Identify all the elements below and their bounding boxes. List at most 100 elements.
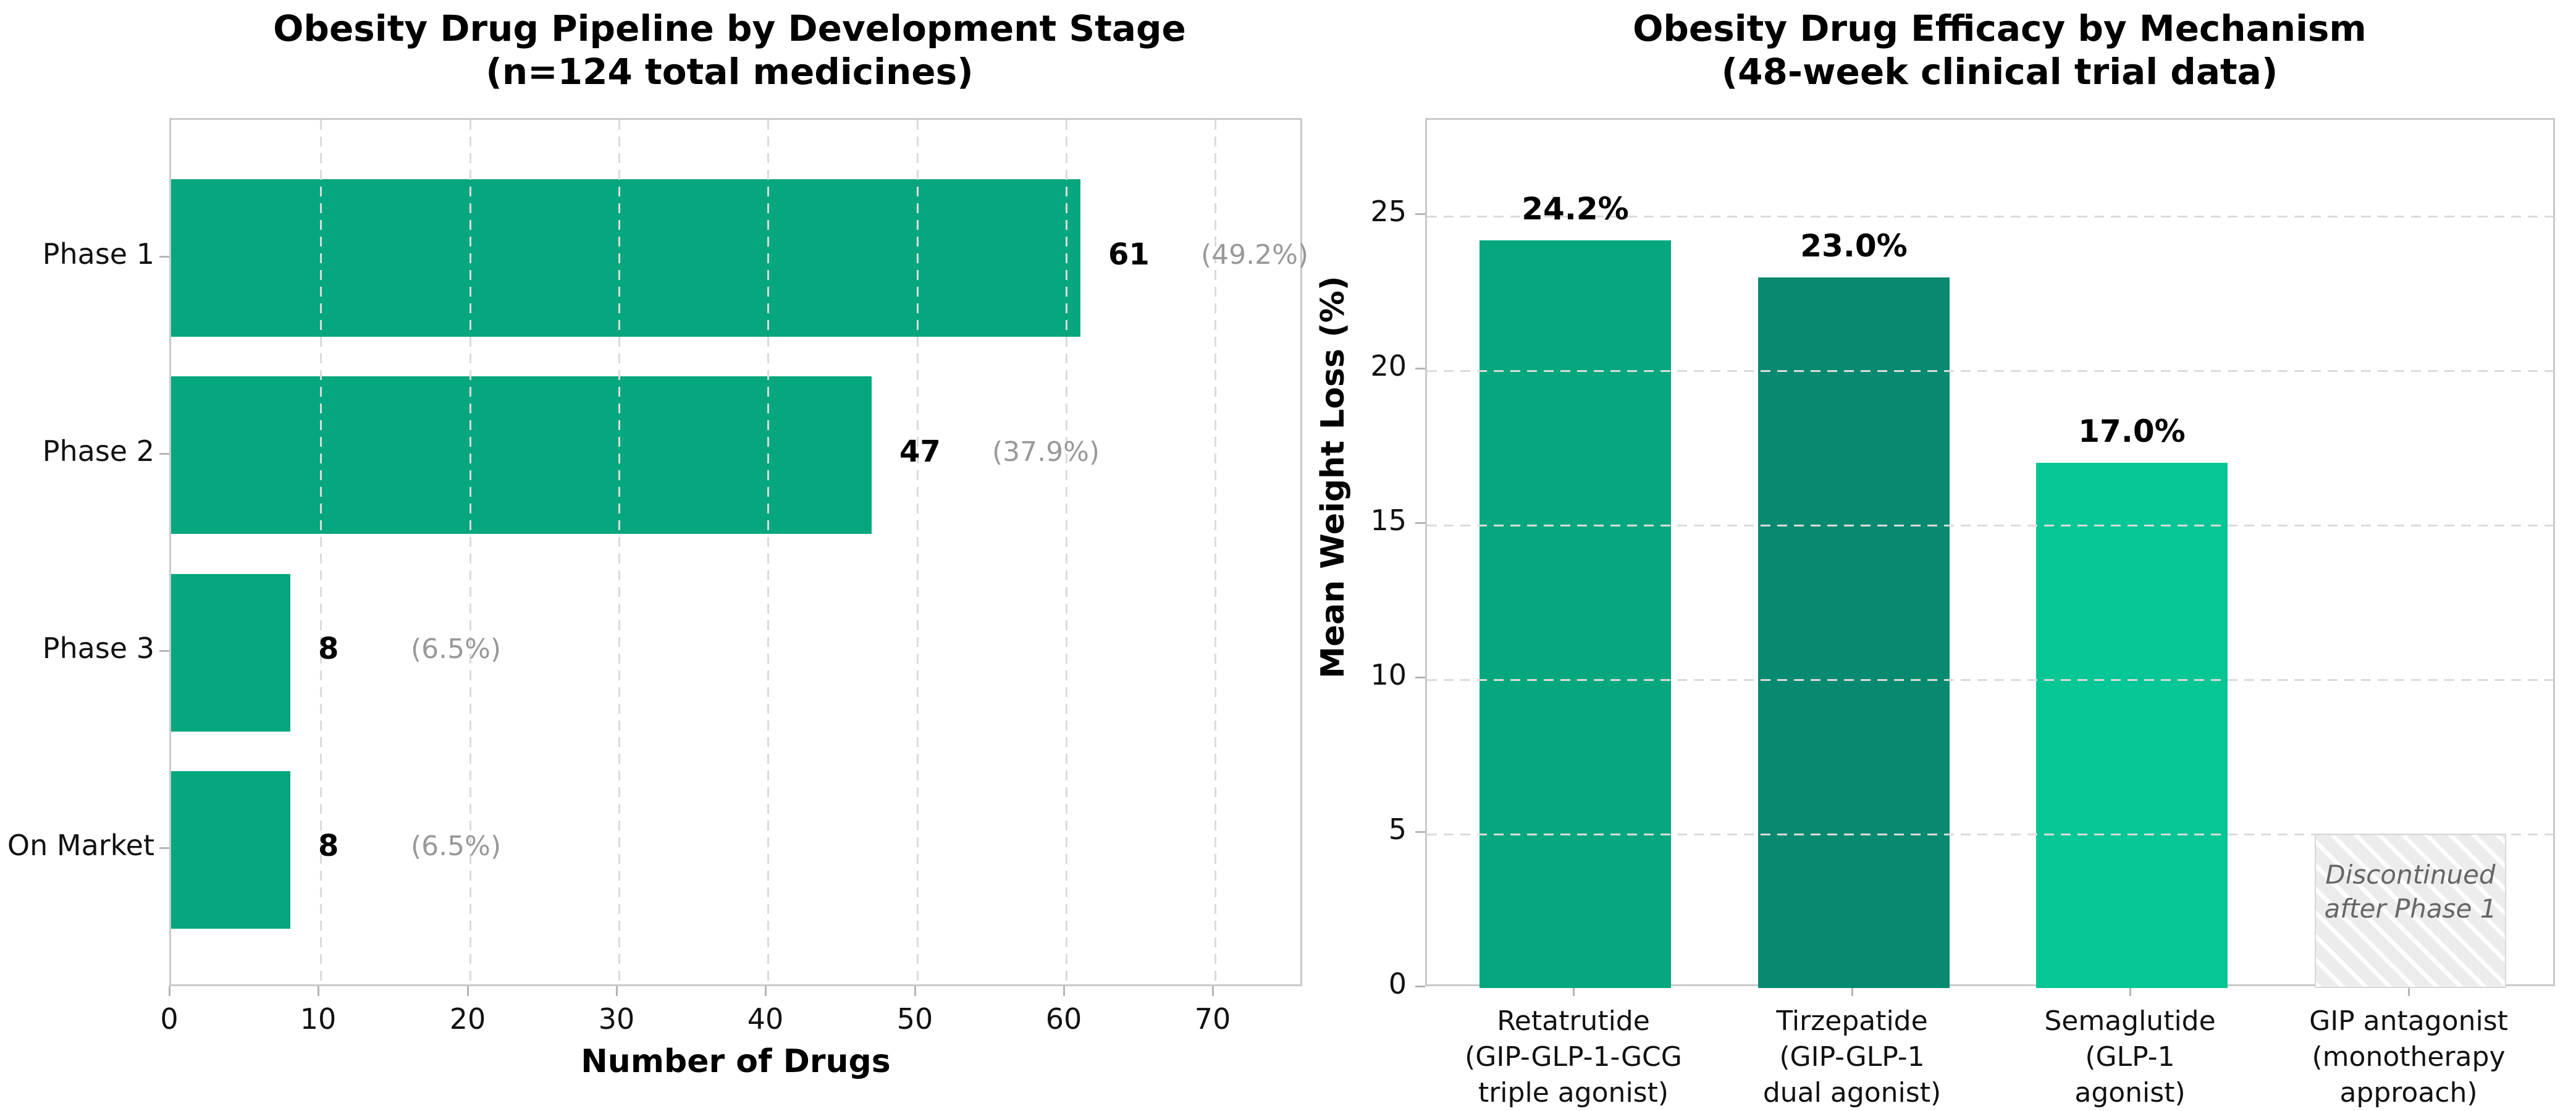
bar-value-label: 61 xyxy=(1108,237,1150,272)
ytick-mark-15 xyxy=(1415,522,1425,524)
bar-value-label: 47 xyxy=(899,434,941,469)
xtick-mark-20 xyxy=(467,986,469,996)
bar-value-label: 8 xyxy=(318,829,339,863)
right-plot-area: 24.2% 23.0% 17.0% Discontinued after Phase 1 xyxy=(1425,118,2555,988)
bar-gip-antagonist xyxy=(2315,834,2506,988)
grid-line-y-15 xyxy=(1427,525,2553,526)
xtick-mark-10 xyxy=(318,986,319,996)
bar-on-market xyxy=(171,771,290,929)
xtick-label-50: 50 xyxy=(896,1002,933,1036)
xtick-mark-50 xyxy=(914,986,916,996)
bar-value-label: 17.0% xyxy=(2078,413,2186,449)
right-yaxis-label: Mean Weight Loss (%) xyxy=(1315,276,1352,678)
xtick-label-40: 40 xyxy=(747,1002,784,1036)
xtick-label-60: 60 xyxy=(1045,1002,1082,1036)
ytick-mark-3 xyxy=(159,847,169,849)
cat-label-line: (GIP-GLP-1 xyxy=(1779,1041,1925,1073)
xtick-label-70: 70 xyxy=(1194,1002,1231,1036)
discontinued-annotation: Discontinued after Phase 1 xyxy=(2281,858,2540,926)
grid-line-y-5 xyxy=(1427,834,2553,835)
ytick-mark-10 xyxy=(1415,677,1425,678)
xtick-label-10: 10 xyxy=(300,1002,337,1036)
cat-label-2: Semaglutide (GLP-1 agonist) xyxy=(1988,1003,2272,1111)
xtick-mark-0 xyxy=(169,986,170,996)
ytick-label-1: Phase 2 xyxy=(42,434,154,468)
grid-line-x-40 xyxy=(767,120,769,984)
discontinued-annotation-line: after Phase 1 xyxy=(2324,893,2497,924)
right-chart-title-line2: (48-week clinical trial data) xyxy=(1721,50,2278,93)
grid-line-x-30 xyxy=(618,120,620,984)
grid-line-y-20 xyxy=(1427,370,2553,372)
ytick-label-0: 0 xyxy=(1388,967,1407,1000)
right-chart-title-line1: Obesity Drug Efficacy by Mechanism xyxy=(1633,7,2367,49)
cat-label-1: Tirzepatide (GIP-GLP-1 dual agonist) xyxy=(1710,1003,1994,1111)
xtick-mark-70 xyxy=(1212,986,1214,996)
ytick-label-5: 5 xyxy=(1388,813,1407,846)
bar-phase-3 xyxy=(171,574,290,732)
bar-retatrutide xyxy=(1480,240,1671,988)
ytick-label-2: Phase 3 xyxy=(42,632,154,665)
cat-label-3: GIP antagonist (monotherapy approach) xyxy=(2267,1003,2551,1111)
left-plot-area: 61 (49.2%) 47 (37.9%) 8 (6.5%) 8 (6.5%) xyxy=(169,118,1308,986)
cat-label-line: dual agonist) xyxy=(1762,1077,1942,1109)
cat-label-line: (monotherapy xyxy=(2312,1041,2506,1073)
bar-value-label: 23.0% xyxy=(1800,228,1908,264)
cat-tick-mark-1 xyxy=(1851,986,1853,996)
xtick-mark-40 xyxy=(765,986,767,996)
cat-label-line: (GLP-1 xyxy=(2085,1041,2175,1073)
cat-label-0: Retatrutide (GIP-GLP-1-GCG triple agonist) xyxy=(1431,1003,1715,1111)
cat-label-line: (GIP-GLP-1-GCG xyxy=(1465,1041,1682,1073)
bar-value-label: 24.2% xyxy=(1522,191,1629,227)
grid-line-y-25 xyxy=(1427,216,2553,218)
grid-line-x-10 xyxy=(320,120,322,984)
xtick-label-0: 0 xyxy=(160,1002,179,1036)
grid-line-x-20 xyxy=(469,120,471,984)
left-chart-title: Obesity Drug Pipeline by Development Sta… xyxy=(174,7,1286,93)
ytick-label-3: On Market xyxy=(7,829,154,862)
left-xaxis-label: Number of Drugs xyxy=(581,1043,891,1080)
xtick-mark-30 xyxy=(616,986,618,996)
xtick-label-30: 30 xyxy=(598,1002,635,1036)
bar-tirzepatide xyxy=(1758,277,1950,988)
ytick-mark-20 xyxy=(1415,368,1425,370)
cat-label-line: GIP antagonist xyxy=(2309,1005,2508,1037)
left-chart-title-line2: (n=124 total medicines) xyxy=(486,50,974,93)
ytick-label-25: 25 xyxy=(1370,195,1407,228)
grid-line-x-60 xyxy=(1066,120,1067,984)
left-chart-title-line1: Obesity Drug Pipeline by Development Sta… xyxy=(273,7,1186,49)
cat-label-line: Retatrutide xyxy=(1497,1005,1650,1037)
bar-percent-label: (37.9%) xyxy=(992,436,1100,468)
cat-label-line: Semaglutide xyxy=(2044,1005,2216,1037)
cat-label-line: triple agonist) xyxy=(1478,1077,1669,1109)
ytick-mark-2 xyxy=(159,650,169,652)
bar-phase-2 xyxy=(171,376,872,534)
bar-percent-label: (6.5%) xyxy=(411,633,502,665)
grid-line-y-10 xyxy=(1427,679,2553,681)
grid-line-x-70 xyxy=(1214,120,1216,984)
cat-label-line: agonist) xyxy=(2074,1077,2186,1109)
xtick-label-20: 20 xyxy=(449,1002,486,1036)
xtick-mark-60 xyxy=(1063,986,1065,996)
cat-tick-mark-0 xyxy=(1573,986,1575,996)
ytick-label-20: 20 xyxy=(1370,349,1407,382)
bar-phase-1 xyxy=(171,179,1080,337)
ytick-label-0: Phase 1 xyxy=(42,237,154,271)
bar-percent-label: (6.5%) xyxy=(411,830,502,862)
cat-label-line: approach) xyxy=(2339,1077,2478,1109)
discontinued-annotation-line: Discontinued xyxy=(2325,860,2496,890)
grid-line-x-50 xyxy=(917,120,919,984)
ytick-label-15: 15 xyxy=(1370,504,1407,537)
ytick-mark-0 xyxy=(159,256,169,258)
ytick-mark-0 xyxy=(1415,986,1425,987)
cat-tick-mark-2 xyxy=(2129,986,2131,996)
cat-label-line: Tirzepatide xyxy=(1776,1005,1928,1037)
bar-percent-label: (49.2%) xyxy=(1201,239,1309,271)
ytick-label-10: 10 xyxy=(1370,658,1407,691)
ytick-mark-25 xyxy=(1415,213,1425,215)
bar-value-label: 8 xyxy=(318,632,339,666)
right-chart-title: Obesity Drug Efficacy by Mechanism (48-w… xyxy=(1444,7,2556,93)
bar-semaglutide xyxy=(2036,463,2228,988)
ytick-mark-1 xyxy=(159,453,169,455)
ytick-mark-5 xyxy=(1415,831,1425,833)
